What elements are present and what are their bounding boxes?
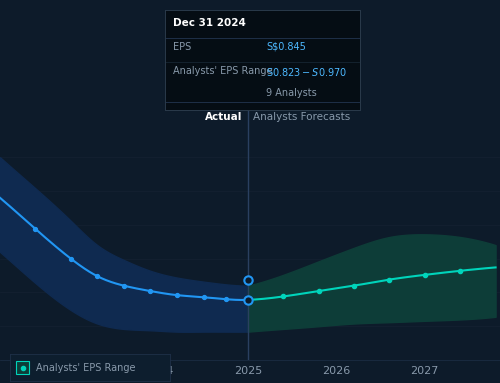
Text: EPS: EPS <box>173 42 191 52</box>
Text: S$0.823 - S$0.970: S$0.823 - S$0.970 <box>266 66 347 78</box>
Text: Dec 31 2024: Dec 31 2024 <box>173 18 246 28</box>
Text: Analysts' EPS Range: Analysts' EPS Range <box>173 66 272 76</box>
Text: Analysts Forecasts: Analysts Forecasts <box>253 112 350 122</box>
Text: S$0.845: S$0.845 <box>266 42 306 52</box>
Text: 9 Analysts: 9 Analysts <box>266 88 317 98</box>
Text: Analysts' EPS Range: Analysts' EPS Range <box>36 363 135 373</box>
Bar <box>16 361 29 375</box>
Text: Actual: Actual <box>206 112 243 122</box>
